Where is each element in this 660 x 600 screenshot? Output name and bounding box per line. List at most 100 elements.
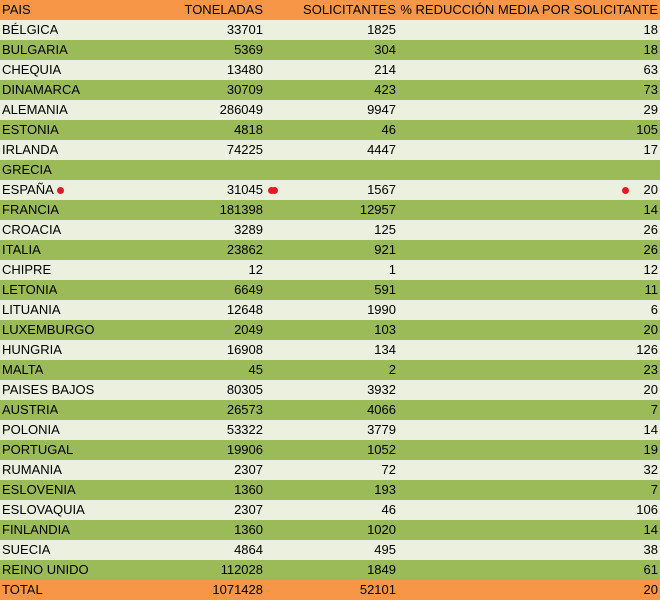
cell-country: GRECIA xyxy=(2,162,52,177)
table-row: LETONIA 6649 591 11 xyxy=(0,280,660,300)
cell-applicants: 1567 xyxy=(265,180,398,200)
cell-country: PAISES BAJOS xyxy=(2,382,95,397)
table-row: SUECIA 4864 495 38 xyxy=(0,540,660,560)
cell-country: LUXEMBURGO xyxy=(2,322,95,337)
cell-tonnes: 45 xyxy=(248,362,263,377)
cell-country: MALTA xyxy=(2,362,44,377)
table-row: PAISES BAJOS 80305 3932 20 xyxy=(0,380,660,400)
cell-tonnes: 5369 xyxy=(234,42,263,57)
cell-reduction: 7 xyxy=(650,402,658,417)
table-row: ESTONIA 4818 46 105 xyxy=(0,120,660,140)
cell-applicants: 1052 xyxy=(367,442,396,457)
cell-country: ALEMANIA xyxy=(2,102,68,117)
cell-country: HUNGRIA xyxy=(2,342,62,357)
cell-country: LITUANIA xyxy=(2,302,61,317)
cell-country: ESPAÑA xyxy=(0,180,136,200)
cell-applicants: 12957 xyxy=(359,202,396,217)
cell-tonnes: 112028 xyxy=(220,562,263,577)
cell-applicants: 3932 xyxy=(367,382,396,397)
table-body: BÉLGICA 33701 1825 18 BULGARIA 5369 304 18 CHEQU… xyxy=(0,20,660,580)
cell-country: CROACIA xyxy=(2,222,62,237)
cell-reduction: 23 xyxy=(643,362,658,377)
table-row: PORTUGAL 19906 1052 19 xyxy=(0,440,660,460)
cell-applicants: 3779 xyxy=(367,422,396,437)
table-row: POLONIA 53322 3779 14 xyxy=(0,420,660,440)
cell-country: IRLANDA xyxy=(2,142,59,157)
total-tonnes: 1071428 xyxy=(212,582,263,597)
cell-reduction: 20 xyxy=(643,322,658,337)
table-row: CHIPRE 12 1 12 xyxy=(0,260,660,280)
cell-applicants: 1 xyxy=(388,262,396,277)
cell-reduction: 6 xyxy=(650,302,658,317)
cell-applicants: 495 xyxy=(374,542,396,557)
total-label: TOTAL xyxy=(2,582,43,597)
marker-dot-icon xyxy=(271,187,278,194)
cell-reduction: 126 xyxy=(636,342,658,357)
cell-applicants: 46 xyxy=(381,502,396,517)
table-row: FINLANDIA 1360 1020 14 xyxy=(0,520,660,540)
cell-country: AUSTRIA xyxy=(2,402,59,417)
table-row: BULGARIA 5369 304 18 xyxy=(0,40,660,60)
cell-tonnes: 80305 xyxy=(226,382,263,397)
cell-reduction: 26 xyxy=(643,222,658,237)
cell-applicants: 193 xyxy=(374,482,396,497)
cell-tonnes: 13480 xyxy=(226,62,263,77)
cell-country: ESLOVAQUIA xyxy=(2,502,85,517)
cell-country: RUMANIA xyxy=(2,462,62,477)
table-row: BÉLGICA 33701 1825 18 xyxy=(0,20,660,40)
cell-applicants: 304 xyxy=(374,42,396,57)
cell-country: DINAMARCA xyxy=(2,82,81,97)
header-applicants: SOLICITANTES xyxy=(303,2,396,17)
table-row: HUNGRIA 16908 134 126 xyxy=(0,340,660,360)
marker-dot-icon xyxy=(622,187,629,194)
table-row: ITALIA 23862 921 26 xyxy=(0,240,660,260)
table-row: ESLOVAQUIA 2307 46 106 xyxy=(0,500,660,520)
cell-applicants: 1990 xyxy=(367,302,396,317)
cell-tonnes: 4818 xyxy=(234,122,263,137)
cell-country: REINO UNIDO xyxy=(2,562,89,577)
cell-reduction: 32 xyxy=(643,462,658,477)
cell-applicants: 591 xyxy=(374,282,396,297)
cell-applicants: 103 xyxy=(374,322,396,337)
cell-country: FINLANDIA xyxy=(2,522,70,537)
cell-applicants: 2 xyxy=(388,362,396,377)
table-row: CHEQUIA 13480 214 63 xyxy=(0,60,660,80)
cell-applicants: 125 xyxy=(374,222,396,237)
table-row: LITUANIA 12648 1990 6 xyxy=(0,300,660,320)
cell-applicants: 4447 xyxy=(367,142,396,157)
table-row: DINAMARCA 30709 423 73 xyxy=(0,80,660,100)
cell-reduction: 106 xyxy=(636,502,658,517)
table-row: MALTA 45 2 23 xyxy=(0,360,660,380)
table-header: PAIS TONELADAS SOLICITANTES % REDUCCIÓN … xyxy=(0,0,660,20)
cell-tonnes: 1360 xyxy=(234,482,263,497)
cell-country: FRANCIA xyxy=(2,202,60,217)
cell-reduction: 12 xyxy=(643,262,658,277)
table-row: IRLANDA 74225 4447 17 xyxy=(0,140,660,160)
cell-tonnes xyxy=(136,160,265,180)
cell-country: SUECIA xyxy=(2,542,51,557)
cell-tonnes: 286049 xyxy=(219,102,263,117)
cell-tonnes: 74225 xyxy=(226,142,263,157)
total-applicants: 52101 xyxy=(359,582,396,597)
cell-reduction: 61 xyxy=(643,562,658,577)
cell-tonnes: 31045 xyxy=(136,180,275,200)
cell-reduction xyxy=(398,160,660,180)
cell-tonnes: 12648 xyxy=(226,302,263,317)
cell-applicants: 46 xyxy=(381,122,396,137)
header-reduction: % REDUCCIÓN MEDIA POR SOLICITANTE xyxy=(400,2,658,17)
cell-country: ESTONIA xyxy=(2,122,59,137)
cell-tonnes: 19906 xyxy=(226,442,263,457)
cell-country: LETONIA xyxy=(2,282,58,297)
marker-dot-icon xyxy=(57,187,64,194)
header-country: PAIS xyxy=(2,2,31,17)
cell-reduction: 14 xyxy=(643,202,658,217)
table-row: ESPAÑA 31045 1567 20 xyxy=(0,180,660,200)
cell-applicants: 423 xyxy=(374,82,396,97)
cell-tonnes: 3289 xyxy=(234,222,263,237)
cell-country: CHIPRE xyxy=(2,262,52,277)
table-row: LUXEMBURGO 2049 103 20 xyxy=(0,320,660,340)
cell-applicants: 134 xyxy=(374,342,396,357)
cell-country: CHEQUIA xyxy=(2,62,62,77)
cell-reduction: 18 xyxy=(643,42,658,57)
